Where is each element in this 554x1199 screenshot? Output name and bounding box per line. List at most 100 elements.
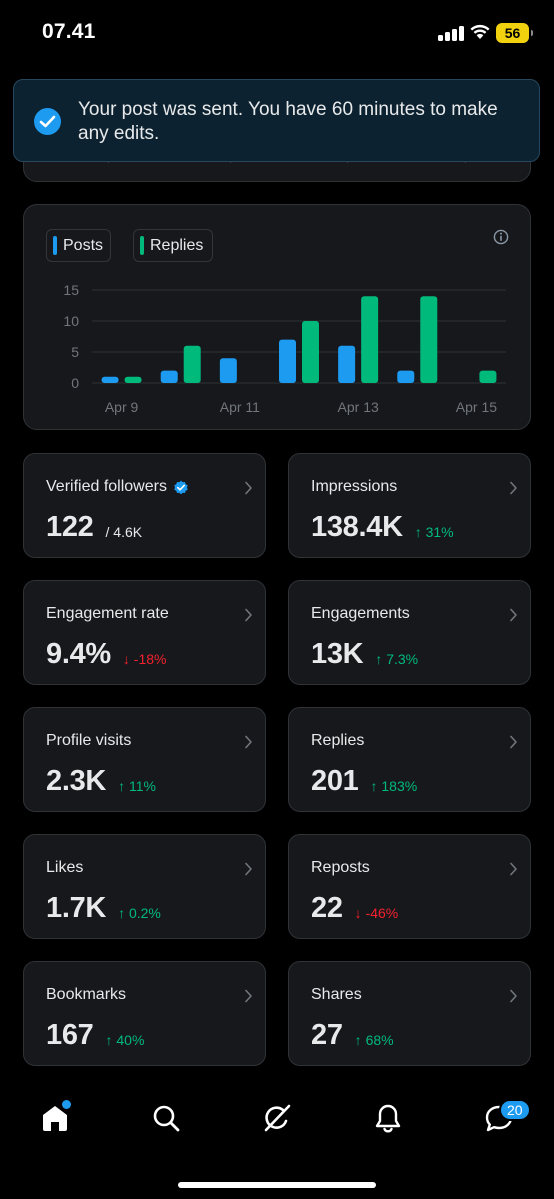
- metric-card-bookmarks[interactable]: Bookmarks 167 ↑ 40%: [23, 961, 266, 1066]
- bar-posts-apr-14[interactable]: [397, 370, 415, 383]
- metric-change: ↑ 7.3%: [375, 651, 418, 667]
- arrow-up-icon: ↑: [105, 1032, 117, 1048]
- metric-card-reposts[interactable]: Reposts 22 ↓ -46%: [288, 834, 531, 939]
- bar-posts-apr-13[interactable]: [338, 345, 356, 383]
- grok-icon[interactable]: [261, 1102, 293, 1134]
- check-circle-icon: [34, 108, 61, 135]
- chevron-right-icon: [245, 481, 252, 495]
- legend-replies-swatch: [140, 236, 144, 255]
- metric-label: Replies: [311, 732, 365, 749]
- bar-posts-apr-10[interactable]: [160, 370, 178, 383]
- metric-card-replies[interactable]: Replies 201 ↑ 183%: [288, 707, 531, 812]
- metric-change: ↑ 183%: [371, 778, 418, 794]
- chevron-right-icon: [245, 608, 252, 622]
- notifications-icon[interactable]: [372, 1102, 404, 1134]
- metric-value: 201: [311, 765, 359, 797]
- x-tick-label: Apr 9: [105, 399, 139, 415]
- home-indicator: [178, 1182, 376, 1188]
- metric-value: 1.7K: [46, 892, 107, 924]
- bar-posts-apr-11[interactable]: [219, 358, 237, 383]
- metric-label: Impressions: [311, 478, 398, 495]
- bar-replies-apr-10[interactable]: [183, 345, 201, 383]
- post-sent-toast[interactable]: Your post was sent. You have 60 minutes …: [13, 79, 540, 162]
- chevron-right-icon: [510, 481, 517, 495]
- bar-replies-apr-9[interactable]: [124, 376, 142, 383]
- metric-label: Reposts: [311, 859, 370, 876]
- metric-change: ↑ 11%: [118, 778, 156, 794]
- chevron-right-icon: [245, 989, 252, 1003]
- metric-card-profile-visits[interactable]: Profile visits 2.3K ↑ 11%: [23, 707, 266, 812]
- metric-change: ↑ 31%: [415, 524, 454, 540]
- metric-change-value: 31%: [425, 524, 454, 540]
- x-tick-label: Apr 13: [338, 399, 379, 415]
- bar-posts-apr-9[interactable]: [101, 376, 119, 383]
- metric-change: ↓ -46%: [355, 905, 399, 921]
- info-icon[interactable]: [493, 229, 509, 245]
- chevron-right-icon: [245, 862, 252, 876]
- chevron-right-icon: [510, 862, 517, 876]
- bottom-nav: 20: [0, 1080, 554, 1199]
- legend-posts-swatch: [53, 236, 57, 255]
- activity-chart-card: Posts Replies 0 5 10 15 Apr 9 Apr 11 Apr 13 Apr…: [23, 204, 531, 430]
- metric-change-value: 0.2%: [128, 905, 161, 921]
- metric-card-verified-followers[interactable]: Verified followers 122 / 4.6K: [23, 453, 266, 558]
- arrow-up-icon: ↑: [354, 1032, 366, 1048]
- y-tick-label: 10: [63, 313, 79, 329]
- metric-value: 167: [46, 1019, 94, 1051]
- chevron-right-icon: [510, 989, 517, 1003]
- battery-icon: 56: [496, 23, 533, 43]
- messages-badge: 20: [499, 1099, 531, 1121]
- metric-value: 138.4K: [311, 511, 403, 543]
- metric-label: Verified followers: [46, 478, 167, 495]
- metric-change: ↓ -18%: [123, 651, 167, 667]
- legend-replies[interactable]: Replies: [133, 229, 213, 262]
- x-tick-label: Apr 15: [456, 399, 497, 415]
- bar-replies-apr-12[interactable]: [302, 321, 319, 383]
- metric-label: Bookmarks: [46, 986, 127, 1003]
- metric-change: ↑ 0.2%: [118, 905, 161, 921]
- metric-value: 13K: [311, 638, 364, 670]
- metric-value: 9.4%: [46, 638, 111, 670]
- x-tick-label: Apr 11: [220, 399, 260, 415]
- legend-posts[interactable]: Posts: [46, 229, 111, 262]
- arrow-up-icon: ↑: [118, 778, 129, 794]
- metric-value: 22: [311, 892, 343, 924]
- metric-value: 2.3K: [46, 765, 107, 797]
- arrow-down-icon: ↓: [122, 651, 134, 667]
- bar-replies-apr-15[interactable]: [479, 370, 497, 383]
- chevron-right-icon: [510, 608, 517, 622]
- home-icon[interactable]: [39, 1102, 71, 1134]
- metric-value: 122: [46, 511, 94, 543]
- chevron-right-icon: [510, 735, 517, 749]
- metric-label: Shares: [311, 986, 362, 1003]
- metric-card-engagements[interactable]: Engagements 13K ↑ 7.3%: [288, 580, 531, 685]
- arrow-up-icon: ↑: [370, 778, 382, 794]
- metric-label: Likes: [46, 859, 84, 876]
- wifi-icon: [470, 24, 490, 39]
- y-tick-label: 0: [71, 375, 79, 391]
- metric-change-value: -18%: [133, 651, 167, 667]
- y-tick-label: 15: [63, 282, 79, 298]
- bar-posts-apr-12[interactable]: [279, 339, 296, 383]
- metric-card-shares[interactable]: Shares 27 ↑ 68%: [288, 961, 531, 1066]
- metric-change: ↑ 40%: [106, 1032, 145, 1048]
- legend-posts-label: Posts: [63, 237, 104, 254]
- toast-message: Your post was sent. You have 60 minutes …: [78, 99, 498, 144]
- y-tick-label: 5: [71, 344, 79, 360]
- arrow-down-icon: ↓: [354, 905, 366, 921]
- arrow-up-icon: ↑: [414, 524, 426, 540]
- bar-replies-apr-13[interactable]: [361, 296, 379, 383]
- search-icon[interactable]: [150, 1102, 182, 1134]
- bar-replies-apr-14[interactable]: [420, 296, 438, 383]
- metric-label: Profile visits: [46, 732, 132, 749]
- cellular-signal-icon: [438, 25, 464, 41]
- metric-change: ↑ 68%: [355, 1032, 394, 1048]
- metric-change-value: 7.3%: [386, 651, 419, 667]
- metric-label: Engagement rate: [46, 605, 169, 622]
- status-bar: 07.41 56: [0, 0, 554, 66]
- metric-card-likes[interactable]: Likes 1.7K ↑ 0.2%: [23, 834, 266, 939]
- metric-card-engagement-rate[interactable]: Engagement rate 9.4% ↓ -18%: [23, 580, 266, 685]
- verified-badge-icon: [174, 480, 188, 495]
- metric-label: Engagements: [311, 605, 410, 622]
- metric-card-impressions[interactable]: Impressions 138.4K ↑ 31%: [288, 453, 531, 558]
